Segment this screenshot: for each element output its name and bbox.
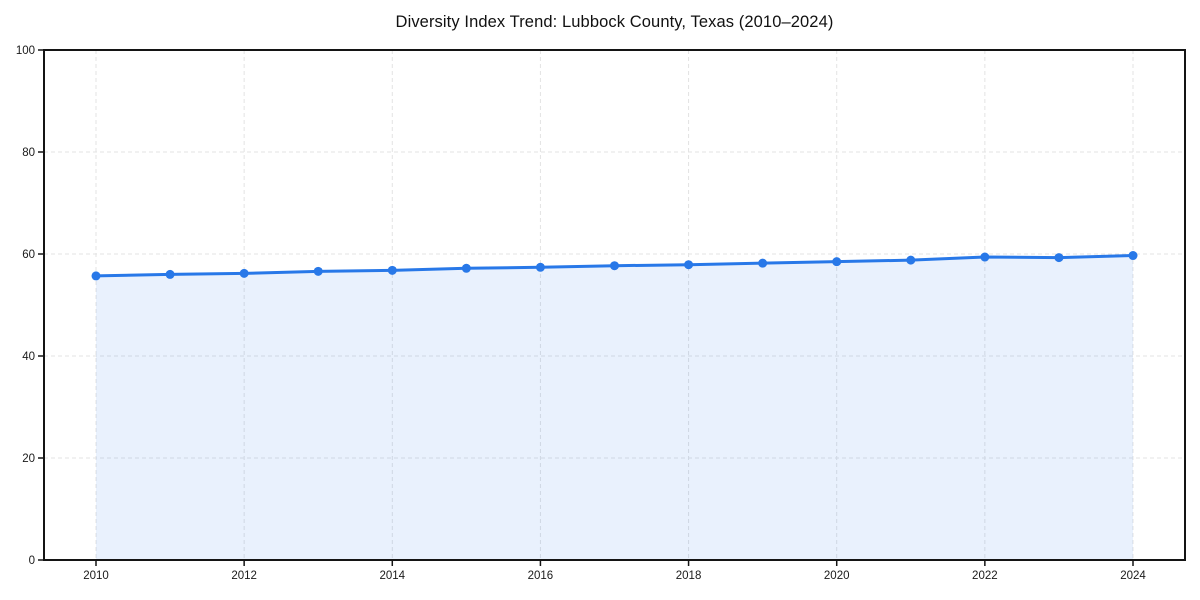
y-tick-label: 100 — [16, 45, 35, 57]
data-point-2017 — [610, 261, 619, 271]
data-point-2016 — [535, 262, 545, 272]
data-point-2013 — [313, 266, 323, 276]
data-point-2019 — [758, 258, 768, 268]
x-tick-label: 2016 — [528, 570, 554, 582]
data-point-2022 — [980, 252, 990, 262]
y-tick-label: 40 — [22, 351, 35, 363]
plot-frame — [43, 49, 1186, 561]
x-tick-label: 2012 — [231, 570, 257, 582]
data-point-2010 — [91, 271, 101, 281]
data-point-2015 — [461, 263, 471, 273]
y-tick-label: 80 — [22, 147, 35, 159]
data-point-2020 — [832, 257, 842, 267]
data-point-2018 — [684, 260, 694, 270]
data-point-2023 — [1054, 253, 1064, 263]
x-tick-label: 2018 — [676, 570, 702, 582]
data-point-2021 — [906, 255, 916, 265]
x-tick-label: 2024 — [1120, 570, 1146, 582]
x-tick-label: 2014 — [379, 570, 405, 582]
data-point-2011 — [165, 269, 175, 279]
data-point-2014 — [387, 265, 397, 275]
area-fill — [96, 255, 1133, 560]
x-tick-label: 2022 — [972, 570, 998, 582]
y-tick-label: 20 — [22, 453, 35, 465]
x-tick-label: 2010 — [83, 570, 109, 582]
y-tick-label: 0 — [29, 555, 35, 567]
data-point-2012 — [239, 268, 249, 278]
y-tick-label: 60 — [22, 249, 35, 261]
data-point-2024 — [1128, 251, 1138, 261]
x-tick-label: 2020 — [824, 570, 850, 582]
